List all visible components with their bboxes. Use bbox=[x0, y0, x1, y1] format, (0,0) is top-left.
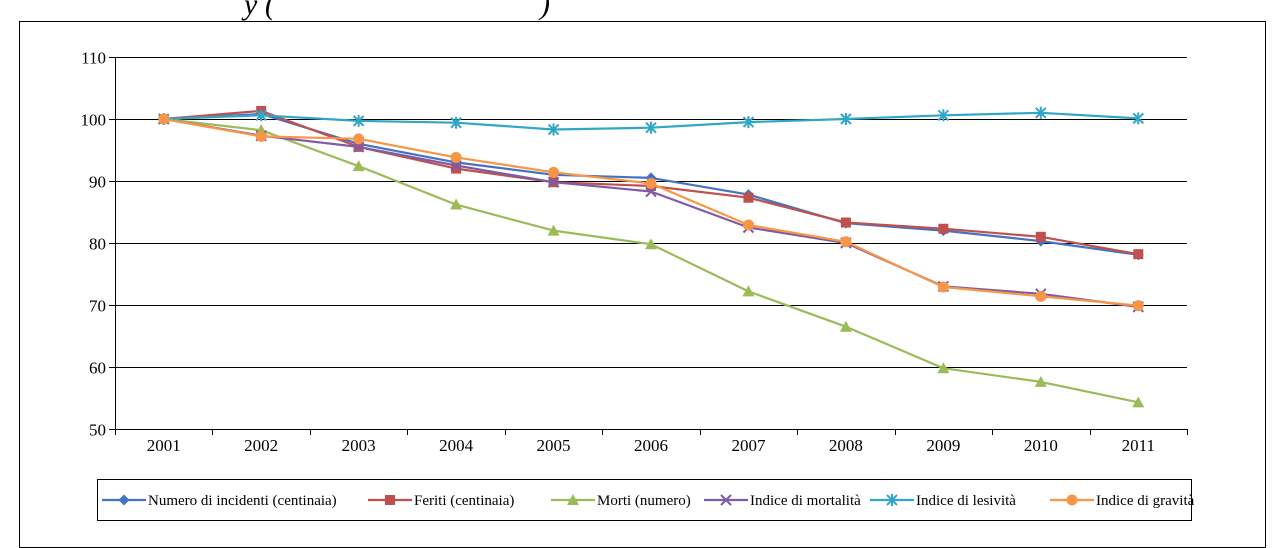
y-tick-labels: 50 60 70 80 90 100 110 bbox=[81, 49, 107, 440]
data-point bbox=[840, 217, 851, 228]
y-tick-label: 100 bbox=[81, 111, 107, 130]
axes bbox=[109, 57, 1188, 435]
data-point bbox=[1035, 106, 1047, 119]
data-point bbox=[352, 160, 365, 172]
legend-item: Indice di mortalità bbox=[704, 493, 861, 509]
legend-swatch-marker bbox=[886, 494, 898, 506]
legend-swatch-marker bbox=[567, 494, 579, 505]
data-point bbox=[840, 113, 852, 125]
legend-swatch-marker bbox=[118, 494, 130, 506]
series-3 bbox=[158, 113, 1144, 313]
data-point bbox=[450, 159, 462, 172]
data-point bbox=[645, 238, 657, 250]
data-point bbox=[352, 141, 365, 153]
x-tick-label: 2011 bbox=[1122, 436, 1155, 455]
data-point bbox=[353, 133, 365, 145]
data-point bbox=[450, 116, 462, 129]
data-point bbox=[1035, 290, 1047, 302]
data-point bbox=[450, 151, 462, 163]
legend-swatch-marker bbox=[385, 495, 395, 505]
data-point bbox=[547, 224, 560, 236]
data-point bbox=[451, 163, 462, 174]
x-tick-label: 2003 bbox=[342, 436, 376, 455]
legend-label: Numero di incidenti (centinaia) bbox=[148, 493, 337, 509]
x-tick-label: 2009 bbox=[926, 436, 960, 455]
x-tick-label: 2006 bbox=[634, 436, 668, 455]
legend-item: Indice di gravità bbox=[1050, 493, 1195, 509]
data-point bbox=[742, 219, 754, 231]
data-point bbox=[1132, 396, 1145, 408]
y-tick-label: 80 bbox=[89, 235, 106, 254]
data-point bbox=[743, 192, 754, 203]
data-point bbox=[352, 114, 365, 127]
x-tick-label: 2001 bbox=[147, 436, 181, 455]
heading-fragment-end: ) bbox=[538, 0, 550, 21]
x-tick-label: 2010 bbox=[1024, 436, 1058, 455]
data-point bbox=[450, 198, 463, 210]
legend-swatch-marker bbox=[720, 494, 732, 506]
chart-frame bbox=[19, 21, 1266, 548]
legend-item: Indice di lesività bbox=[870, 493, 1016, 509]
data-point bbox=[547, 176, 560, 188]
x-tick-label: 2008 bbox=[829, 436, 863, 455]
series-4 bbox=[158, 106, 1144, 136]
legend: Numero di incidenti (centinaia) Feriti (c… bbox=[102, 493, 1195, 509]
y-tick-label: 90 bbox=[89, 173, 106, 192]
legend-label: Morti (numero) bbox=[597, 493, 691, 509]
legend-item: Numero di incidenti (centinaia) bbox=[102, 493, 337, 509]
data-point bbox=[255, 130, 267, 142]
y-tick-label: 60 bbox=[89, 359, 106, 378]
data-point bbox=[645, 185, 657, 198]
data-point bbox=[547, 123, 560, 136]
x-tick-label: 2007 bbox=[731, 436, 766, 455]
data-point bbox=[158, 113, 170, 125]
data-point bbox=[1034, 375, 1047, 387]
legend-item: Feriti (centinaia) bbox=[368, 493, 514, 509]
legend-item: Morti (numero) bbox=[551, 493, 691, 509]
x-tick-label: 2005 bbox=[537, 436, 571, 455]
data-point bbox=[742, 116, 755, 129]
series-line bbox=[163, 117, 1139, 404]
y-tick-label: 50 bbox=[89, 421, 106, 440]
data-point bbox=[645, 121, 657, 134]
legend-label: Feriti (centinaia) bbox=[414, 493, 514, 509]
data-point bbox=[1132, 300, 1144, 312]
data-point bbox=[1133, 249, 1144, 260]
data-point bbox=[645, 177, 657, 189]
x-tick-labels: 2001 2002 2003 2004 2005 2006 2007 2008 2009 2010… bbox=[147, 436, 1155, 455]
y-tick-label: 110 bbox=[81, 49, 106, 68]
data-point bbox=[255, 109, 267, 122]
x-tick-label: 2004 bbox=[439, 436, 474, 455]
legend-label: Indice di mortalità bbox=[750, 493, 861, 509]
gridlines bbox=[115, 57, 1187, 368]
series-lines bbox=[157, 105, 1145, 408]
heading-fragment: y ( bbox=[241, 0, 277, 21]
series-2 bbox=[157, 113, 1145, 408]
data-point bbox=[742, 285, 755, 297]
data-point bbox=[937, 109, 950, 122]
data-point bbox=[548, 166, 560, 178]
data-point bbox=[1035, 231, 1046, 242]
data-point bbox=[937, 281, 949, 293]
data-point bbox=[938, 223, 949, 234]
legend-box bbox=[97, 479, 1192, 521]
x-tick-label: 2002 bbox=[244, 436, 278, 455]
y-tick-label: 70 bbox=[89, 297, 106, 316]
legend-label: Indice di lesività bbox=[916, 493, 1016, 509]
legend-label: Indice di gravità bbox=[1096, 493, 1195, 509]
data-point bbox=[1132, 112, 1144, 125]
data-point bbox=[839, 320, 852, 332]
series-5 bbox=[158, 113, 1144, 312]
data-point bbox=[937, 362, 950, 374]
legend-swatch-marker bbox=[1066, 494, 1078, 506]
data-point bbox=[840, 236, 852, 248]
